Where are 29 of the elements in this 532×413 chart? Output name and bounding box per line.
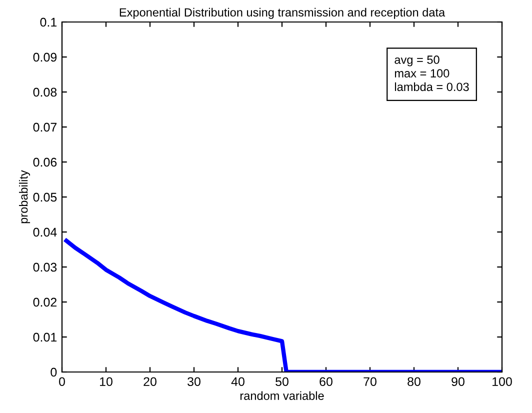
y-tick-label: 0.02 — [33, 298, 57, 307]
x-tick-label: 90 — [452, 377, 464, 386]
x-tick-label: 50 — [276, 377, 288, 386]
y-tick-label: 0.08 — [33, 88, 57, 97]
x-tick-label: 30 — [188, 377, 200, 386]
annotation: lambda = 0.03 — [394, 82, 469, 92]
x-tick-label: 100 — [492, 377, 512, 386]
y-tick-label: 0.01 — [33, 332, 57, 342]
x-tick-label: 0 — [59, 377, 65, 386]
y-tick-label: 0.04 — [33, 228, 57, 237]
y-axis-title: probability — [19, 170, 30, 224]
y-tick-label: 0.1 — [40, 18, 57, 27]
x-tick-label: 20 — [144, 377, 156, 386]
y-tick-label: 0.09 — [33, 52, 57, 62]
y-tick-label: 0.07 — [33, 122, 57, 132]
y-tick-label: 0.05 — [33, 192, 57, 202]
x-tick-label: 60 — [320, 377, 332, 386]
y-tick-label: 0 — [50, 368, 57, 377]
x-tick-label: 40 — [231, 377, 244, 386]
x-tick-label: 70 — [364, 377, 376, 386]
x-tick-label: 10 — [100, 377, 112, 386]
y-tick-label: 0.06 — [33, 158, 57, 167]
x-tick-label: 80 — [408, 377, 420, 386]
x-axis-title: random variable — [240, 391, 324, 400]
annotation: avg = 50 — [394, 56, 440, 66]
y-tick-label: 0.03 — [33, 262, 57, 272]
annotation: max = 100 — [394, 69, 450, 78]
line-series — [64, 238, 502, 372]
chart-title: Exponential Distribution using transmission and reception data — [120, 8, 446, 19]
